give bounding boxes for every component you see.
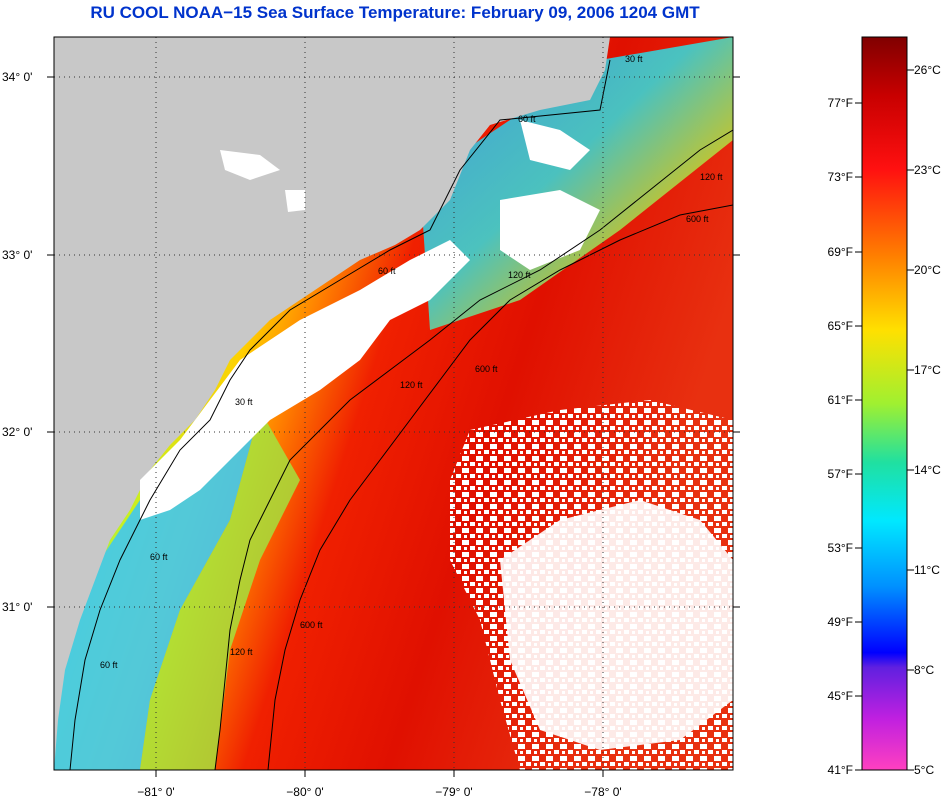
lat-label: 34° 0' <box>2 70 32 84</box>
colorbar-f-label: 61°F <box>828 393 853 407</box>
colorbar-gradient <box>861 36 908 771</box>
svg-text:60 ft: 60 ft <box>100 660 118 670</box>
lon-label: −79° 0' <box>435 785 472 799</box>
colorbar-f-label: 77°F <box>828 96 853 110</box>
svg-text:60 ft: 60 ft <box>518 114 536 124</box>
colorbar-f-label: 69°F <box>828 245 853 259</box>
svg-text:30 ft: 30 ft <box>625 54 643 64</box>
svg-text:120 ft: 120 ft <box>508 270 531 280</box>
colorbar-c-label: 20°C <box>914 263 941 277</box>
colorbar-c-label: 8°C <box>914 663 934 677</box>
svg-text:30 ft: 30 ft <box>235 397 253 407</box>
svg-text:120 ft: 120 ft <box>230 647 253 657</box>
isobath-600ft <box>267 204 733 770</box>
svg-text:120 ft: 120 ft <box>700 172 723 182</box>
colorbar: 77°F 73°F 69°F 65°F 61°F 57°F 53°F 49°F … <box>828 36 941 777</box>
lon-label: −81° 0' <box>137 785 174 799</box>
map-ticks <box>47 76 740 777</box>
colorbar-f-label: 45°F <box>828 689 853 703</box>
colorbar-c-label: 23°C <box>914 163 941 177</box>
colorbar-c-label: 5°C <box>914 763 934 777</box>
lon-label: −80° 0' <box>286 785 323 799</box>
map-frame <box>53 36 734 771</box>
isobath-30ft <box>69 59 611 770</box>
land-mass <box>54 37 610 770</box>
colorbar-f-label: 73°F <box>828 170 853 184</box>
colorbar-f-label: 65°F <box>828 319 853 333</box>
colorbar-c-label: 17°C <box>914 363 941 377</box>
colorbar-f-label: 57°F <box>828 467 853 481</box>
svg-text:60 ft: 60 ft <box>150 552 168 562</box>
cloud-coastal <box>140 240 470 520</box>
svg-text:120 ft: 120 ft <box>400 380 423 390</box>
colorbar-c-label: 11°C <box>914 563 940 577</box>
colorbar-f-label: 49°F <box>828 615 853 629</box>
colorbar-f-label: 41°F <box>828 763 853 777</box>
colorbar-f-label: 53°F <box>828 541 853 555</box>
svg-text:600 ft: 600 ft <box>300 620 323 630</box>
lat-label: 33° 0' <box>2 248 32 262</box>
svg-text:60 ft: 60 ft <box>378 266 396 276</box>
map-title: RU COOL NOAA−15 Sea Surface Temperature:… <box>90 3 700 22</box>
colorbar-c-label: 26°C <box>914 63 941 77</box>
colorbar-c-label: 14°C <box>914 463 941 477</box>
lat-label: 32° 0' <box>2 425 32 439</box>
lat-label: 31° 0' <box>2 600 32 614</box>
map-image: 30 ft 60 ft 120 ft 600 ft 60 ft 120 ft 6… <box>54 37 733 770</box>
lon-label: −78° 0' <box>584 785 621 799</box>
svg-text:600 ft: 600 ft <box>686 214 709 224</box>
lat-lon-grid <box>54 37 733 770</box>
isobath-120ft <box>214 129 733 770</box>
svg-text:600 ft: 600 ft <box>475 364 498 374</box>
